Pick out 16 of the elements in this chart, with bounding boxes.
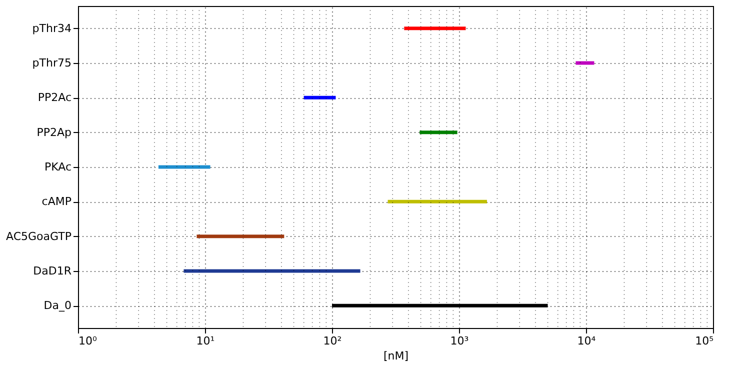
y-tick-label: pThr34 [32,22,72,35]
y-tick-label: PP2Ac [38,91,72,104]
y-tick-label: pThr75 [32,56,72,70]
x-tick-label: 10³ [450,334,469,348]
x-tick-label: 10⁰ [78,334,98,348]
x-tick-label: 10² [323,334,342,348]
x-tick-label: 10⁵ [695,334,714,348]
x-tick-label: 10¹ [196,334,215,348]
y-tick-label: PKAc [44,160,72,174]
x-tick-label: 10⁴ [577,334,596,348]
y-tick-label: DaD1R [33,264,72,278]
y-tick-label: PP2Ap [36,126,72,139]
y-tick-label: cAMP [42,195,72,208]
y-tick-label: Da_0 [44,299,72,312]
x-axis-title: [nM] [383,350,409,362]
y-tick-label: AC5GoaGTP [6,230,72,243]
